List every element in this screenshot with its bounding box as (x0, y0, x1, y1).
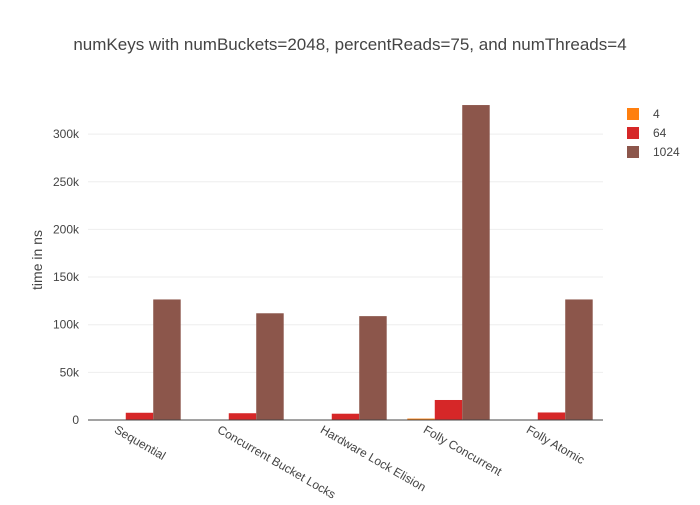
bar[interactable] (462, 105, 490, 420)
y-tick-label: 300k (53, 127, 80, 141)
x-tick-label: Folly Atomic (524, 422, 587, 466)
bar[interactable] (537, 412, 566, 420)
legend[interactable]: 4 64 1024 (627, 107, 680, 159)
y-tick-label: 100k (53, 318, 80, 332)
y-tick-label: 250k (53, 175, 80, 189)
x-tick-label: Sequential (112, 422, 168, 462)
x-tick-label: Hardware Lock Elision (318, 422, 428, 494)
y-tick-label: 50k (60, 365, 80, 379)
bars (98, 105, 593, 420)
x-tick-label: Folly Concurrent (421, 422, 505, 478)
legend-label[interactable]: 64 (653, 126, 667, 140)
y-tick-label: 150k (53, 270, 80, 284)
legend-swatch[interactable] (627, 127, 639, 139)
legend-label[interactable]: 1024 (653, 145, 680, 159)
bar[interactable] (565, 299, 593, 420)
bar[interactable] (434, 399, 463, 420)
y-tick-label: 0 (72, 413, 79, 427)
bar[interactable] (228, 413, 257, 420)
bar[interactable] (407, 418, 435, 420)
y-tick-label: 200k (53, 222, 80, 236)
legend-swatch[interactable] (627, 146, 639, 158)
y-axis-title: time in ns (29, 230, 45, 290)
bar[interactable] (256, 313, 284, 420)
bar[interactable] (359, 316, 387, 420)
bar[interactable] (125, 412, 154, 420)
bar[interactable] (331, 413, 360, 420)
bar[interactable] (153, 299, 181, 420)
legend-label[interactable]: 4 (653, 107, 660, 121)
chart-title: numKeys with numBuckets=2048, percentRea… (73, 35, 626, 54)
legend-swatch[interactable] (627, 108, 639, 120)
